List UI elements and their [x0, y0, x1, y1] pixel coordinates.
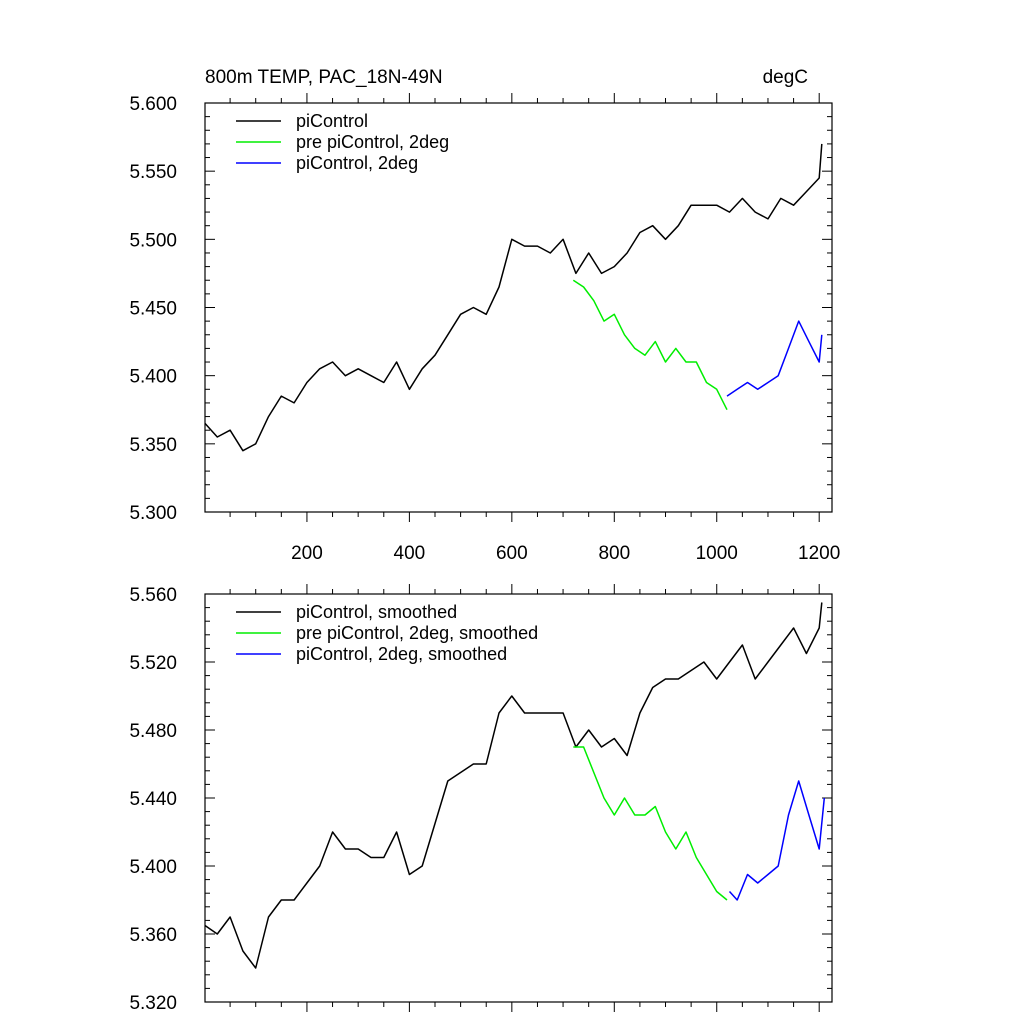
y-tick-label: 5.480	[129, 721, 177, 742]
y-tick-label: 5.320	[129, 993, 177, 1014]
legend-label: piControl	[296, 111, 368, 131]
legend-label: piControl, 2deg, smoothed	[296, 644, 507, 664]
y-tick-label: 5.450	[129, 299, 177, 320]
x-tick-label: 200	[291, 543, 323, 564]
legend-label: pre piControl, 2deg, smoothed	[296, 623, 538, 643]
x-tick-label: 1200	[798, 543, 840, 564]
x-tick-label: 1000	[696, 543, 738, 564]
series-line-picontrol-2deg-smoothed	[728, 780, 826, 901]
y-tick-label: 5.300	[129, 503, 177, 524]
units-label: degC	[763, 67, 808, 88]
y-tick-label: 5.350	[129, 435, 177, 456]
x-tick-label: 400	[394, 543, 426, 564]
series-line-picontrol	[204, 143, 823, 452]
series-line-picontrol-2deg	[726, 320, 823, 397]
y-tick-label: 5.600	[129, 94, 177, 115]
legend-label: piControl, smoothed	[296, 602, 457, 622]
legend-label: piControl, 2deg	[296, 153, 418, 173]
legend-label: pre piControl, 2deg	[296, 132, 449, 152]
y-tick-label: 5.520	[129, 653, 177, 674]
y-tick-label: 5.500	[129, 230, 177, 251]
y-tick-label: 5.400	[129, 857, 177, 878]
top-panel: 5.300 5.350 5.400 5.450 5.500 5.550 5.600 200 40…	[129, 93, 840, 564]
y-tick-label: 5.550	[129, 162, 177, 183]
bottom-panel: 5.320 5.360 5.400 5.440 5.480 5.520 5.560 piCon…	[129, 584, 833, 1014]
x-tick-label: 800	[598, 543, 630, 564]
y-tick-label: 5.440	[129, 789, 177, 810]
series-line-pre-picontrol-2deg-smoothed	[573, 746, 728, 901]
series-line-picontrol-smoothed	[204, 602, 823, 969]
x-tick-label: 600	[496, 543, 528, 564]
series-line-pre-picontrol-2deg	[572, 279, 728, 411]
chart-title: 800m TEMP, PAC_18N-49N	[205, 67, 443, 88]
y-tick-label: 5.360	[129, 925, 177, 946]
y-tick-label: 5.400	[129, 367, 177, 388]
y-tick-label: 5.560	[129, 585, 177, 606]
